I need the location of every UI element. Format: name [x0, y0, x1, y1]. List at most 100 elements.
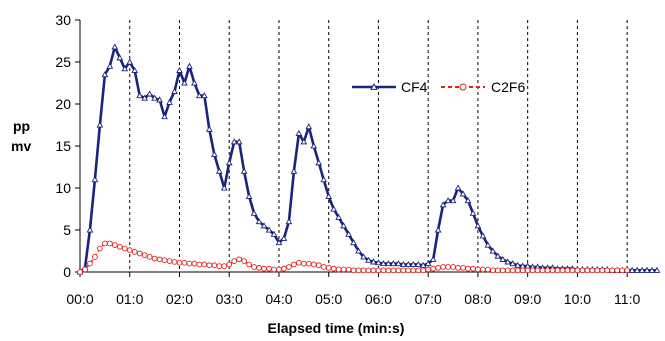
data-point-cf4-10	[126, 58, 134, 65]
data-point-c2f6-4	[97, 245, 103, 252]
y-tick-label-25: 25	[55, 54, 71, 70]
data-point-c2f6-73	[440, 264, 446, 270]
data-point-c2f6-32	[236, 256, 243, 263]
data-point-c2f6-76	[455, 264, 461, 271]
data-point-cf4-9	[121, 65, 129, 72]
data-point-c2f6-44	[296, 259, 302, 266]
x-tick-label-9: 09:0	[514, 291, 541, 307]
data-point-c2f6-59	[370, 267, 377, 274]
y-tick-label-5: 5	[63, 222, 71, 238]
data-point-c2f6-19	[171, 259, 178, 265]
data-point-c2f6-110	[624, 267, 631, 274]
data-point-cf4-25	[200, 92, 208, 99]
data-point-cf4-27	[210, 150, 218, 157]
data-point-c2f6-107	[609, 267, 616, 274]
data-point-cf4-38	[265, 226, 273, 233]
data-point-c2f6-26	[206, 262, 213, 269]
data-point-c2f6-16	[156, 256, 163, 263]
data-point-cf4-68	[414, 260, 422, 267]
data-point-c2f6-94	[544, 267, 551, 274]
data-point-cf4-23	[191, 79, 198, 86]
data-point-cf4-54	[345, 230, 352, 237]
data-point-c2f6-52	[335, 266, 342, 273]
data-point-cf4-115	[648, 266, 656, 273]
data-point-cf4-75	[449, 197, 457, 204]
data-point-c2f6-99	[569, 267, 576, 274]
data-point-cf4-88	[514, 261, 522, 268]
data-point-c2f6-9	[121, 245, 128, 252]
data-point-cf4-87	[509, 260, 517, 267]
data-point-cf4-39	[270, 230, 278, 237]
data-point-cf4-37	[260, 222, 268, 229]
data-point-cf4-86	[504, 258, 512, 265]
grid-layer	[129, 20, 628, 272]
data-point-c2f6-8	[116, 243, 123, 250]
data-point-c2f6-28	[216, 263, 223, 269]
y-axis-ticks: 0 5 10 15 20 25 30	[55, 12, 80, 280]
data-point-cf4-111	[628, 266, 636, 273]
data-point-c2f6-82	[485, 266, 491, 273]
data-point-cf4-15	[151, 94, 158, 101]
data-point-cf4-21	[181, 79, 188, 86]
data-point-c2f6-33	[241, 258, 247, 264]
data-point-c2f6-84	[494, 267, 501, 274]
data-point-c2f6-86	[504, 267, 511, 274]
data-point-cf4-62	[385, 260, 392, 267]
legend: CF4 C2F6	[352, 79, 525, 95]
data-point-cf4-12	[136, 92, 144, 99]
data-point-cf4-74	[444, 197, 452, 204]
data-point-c2f6-5	[102, 240, 108, 247]
data-point-cf4-44	[295, 129, 303, 136]
data-point-c2f6-17	[161, 257, 168, 264]
data-point-c2f6-50	[325, 264, 332, 271]
data-point-cf4-35	[250, 209, 258, 216]
data-point-c2f6-93	[539, 267, 546, 274]
data-point-c2f6-49	[320, 264, 327, 270]
data-point-cf4-6	[106, 62, 114, 69]
data-point-c2f6-89	[519, 267, 526, 274]
data-point-cf4-26	[205, 125, 213, 132]
data-point-cf4-114	[643, 266, 651, 273]
y-tick-label-30: 30	[55, 12, 71, 28]
data-point-cf4-3	[91, 176, 99, 183]
data-point-c2f6-2	[87, 260, 93, 267]
data-point-cf4-29	[220, 184, 228, 191]
data-point-cf4-85	[499, 255, 507, 262]
x-tick-label-8: 08:0	[464, 291, 491, 307]
data-point-cf4-22	[186, 62, 193, 69]
x-tick-label-3: 03:0	[216, 291, 243, 307]
data-point-cf4-61	[380, 260, 387, 267]
data-point-cf4-58	[365, 256, 372, 263]
data-point-cf4-79	[469, 209, 477, 216]
data-point-c2f6-87	[509, 267, 516, 274]
data-point-c2f6-95	[549, 267, 556, 274]
x-tick-label-0: 00:0	[66, 291, 93, 307]
x-tick-label-5: 05:0	[315, 291, 342, 307]
data-point-cf4-16	[156, 96, 163, 103]
data-point-cf4-82	[484, 241, 492, 248]
data-point-c2f6-63	[390, 267, 397, 274]
axes	[79, 20, 657, 273]
data-point-c2f6-43	[291, 261, 297, 268]
data-point-c2f6-30	[226, 261, 233, 268]
data-point-c2f6-14	[146, 254, 153, 260]
data-point-cf4-51	[330, 205, 338, 212]
data-point-cf4-46	[305, 123, 313, 130]
data-point-cf4-50	[325, 192, 333, 199]
x-axis-ticks: 00:0 01:0 02:0 03:0 04:0 05:0 06:0 07:0 08:0 09:0…	[66, 272, 640, 307]
x-tick-label-1: 01:0	[116, 291, 143, 307]
legend-swatch-cf4-triangle-marker	[370, 82, 378, 90]
data-point-cf4-52	[335, 213, 343, 220]
data-point-c2f6-27	[211, 262, 218, 269]
data-point-c2f6-7	[111, 242, 118, 248]
data-point-cf4-76	[454, 184, 462, 191]
data-point-cf4-42	[285, 218, 293, 225]
data-point-cf4-30	[225, 159, 233, 166]
data-point-c2f6-68	[415, 267, 422, 274]
data-point-cf4-20	[176, 66, 183, 73]
data-point-cf4-33	[240, 167, 248, 174]
x-tick-label-6: 06:0	[365, 291, 392, 307]
data-point-cf4-53	[340, 222, 347, 229]
data-point-cf4-19	[171, 87, 178, 94]
data-point-cf4-13	[141, 94, 149, 101]
